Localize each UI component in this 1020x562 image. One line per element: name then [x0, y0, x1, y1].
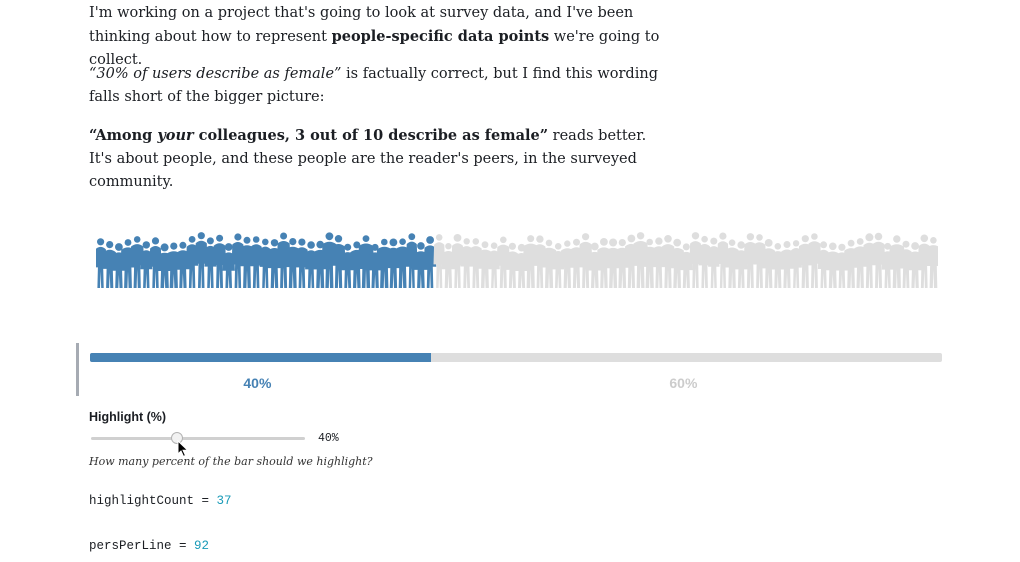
quote-italic-text: “30% of users describe as female” — [89, 66, 342, 82]
quote-text: is factually correct, but I find this wo… — [89, 66, 658, 105]
intro-paragraph: I'm working on a project that's going to… — [89, 2, 669, 72]
persons-per-line-name: persPerLine — [89, 539, 172, 553]
person-highlighted-icon — [213, 234, 226, 288]
highlight-slider-value: 40% — [318, 432, 339, 445]
intro-text-end: we're going to collect. — [89, 29, 660, 68]
person-icon — [451, 234, 464, 288]
person-icon — [780, 241, 794, 288]
highlight-help-text: How many percent of the bar should we hi… — [89, 455, 373, 468]
person-icon — [689, 232, 702, 288]
intro-bold-text: people-specific data points — [331, 28, 550, 45]
highlight-slider-thumb[interactable] — [170, 432, 183, 444]
intro-text: I'm working on a project that's going to… — [89, 5, 634, 45]
people-crowd — [96, 232, 938, 288]
person-highlighted-icon — [295, 238, 309, 288]
person-highlighted-icon — [195, 232, 208, 288]
persons-per-line-cell: persPerLine = 92 — [89, 539, 210, 553]
highlight-control-label: Highlight (%) — [89, 410, 167, 424]
highlight-count-cell: highlightCount = 37 — [89, 494, 232, 508]
rest-percent-label: 60% — [669, 375, 698, 391]
person-icon — [579, 233, 593, 288]
person-icon — [708, 237, 720, 288]
person-icon — [698, 235, 711, 288]
example-paragraph: “Among your colleagues, 3 out of 10 desc… — [89, 124, 669, 194]
person-highlighted-icon — [395, 238, 410, 288]
example-text: reads better. It's about people, and the… — [89, 128, 647, 190]
mouse-cursor-icon — [177, 440, 189, 458]
example-bold-text: “Among your colleagues, 3 out of 10 desc… — [89, 127, 549, 144]
person-highlighted-icon — [140, 241, 153, 288]
person-icon — [433, 234, 445, 288]
person-highlighted-icon — [406, 233, 418, 288]
persons-per-line-value: 92 — [194, 539, 210, 553]
person-icon — [871, 232, 886, 288]
highlight-count-name: highlightCount — [89, 494, 195, 508]
proportion-bar-highlight — [90, 353, 431, 362]
person-highlighted-icon — [423, 236, 437, 288]
person-icon — [477, 241, 493, 288]
highlight-count-value: 37 — [216, 494, 232, 508]
quote-paragraph: “30% of users describe as female” is fac… — [89, 63, 669, 109]
person-highlighted-icon — [250, 236, 263, 288]
your-emphasis: your — [157, 127, 194, 144]
person-highlighted-icon — [130, 236, 144, 288]
proportion-bar — [90, 353, 942, 362]
person-icon — [807, 233, 821, 288]
cell-indicator — [76, 343, 79, 396]
highlight-percent-label: 40% — [243, 375, 272, 391]
person-highlighted-icon — [186, 236, 199, 288]
person-icon — [926, 237, 938, 288]
highlight-slider[interactable] — [91, 437, 305, 440]
